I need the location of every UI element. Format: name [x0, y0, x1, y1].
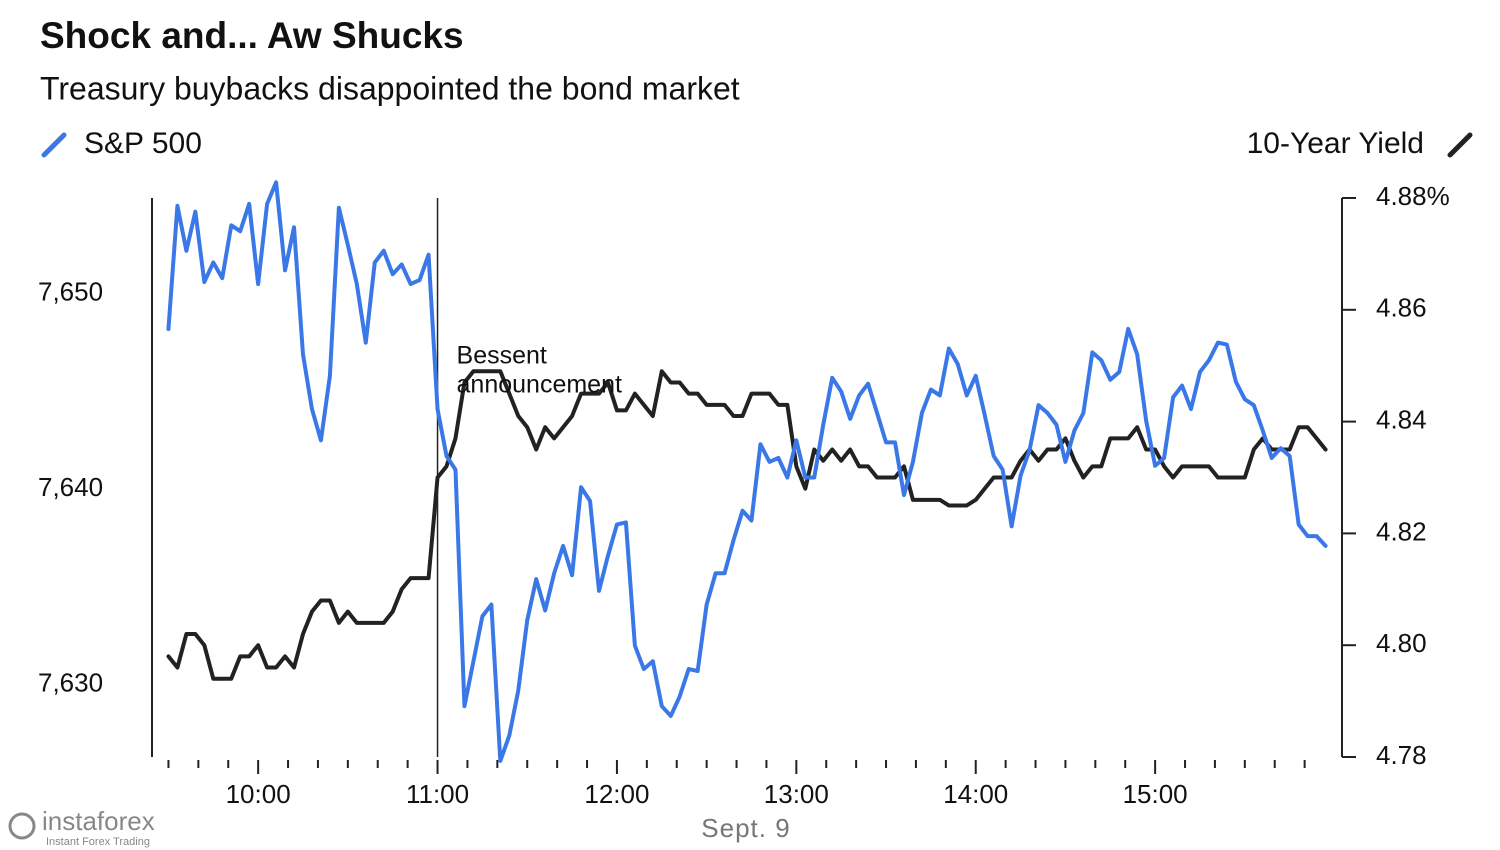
legend-label: 10-Year Yield [1247, 127, 1424, 160]
chart-subtitle: Treasury buybacks disappointed the bond … [40, 70, 740, 106]
y2-tick-label: 4.84 [1376, 404, 1427, 434]
watermark-tagline: Instant Forex Trading [46, 836, 150, 848]
x-tick-label: 15:00 [1123, 779, 1188, 809]
legend-swatch [41, 132, 67, 158]
legend-label: S&P 500 [84, 127, 202, 160]
y2-tick-label: 4.86 [1376, 293, 1427, 323]
x-tick-label: 10:00 [226, 779, 291, 809]
x-axis-label: Sept. 9 [701, 813, 790, 843]
x-tick-label: 11:00 [406, 779, 469, 809]
watermark-icon [8, 812, 36, 840]
x-tick-label: 12:00 [584, 779, 649, 809]
watermark-name: instaforex [42, 806, 155, 836]
watermark: instaforex Instant Forex Trading [0, 806, 180, 850]
y-tick-label: 7,630 [38, 668, 103, 698]
y2-tick-label: 4.80 [1376, 628, 1427, 658]
annotation-label: announcement [457, 371, 622, 399]
line-series [166, 180, 1328, 763]
annotation-label: Bessent [457, 342, 547, 370]
watermark-bg [0, 806, 180, 850]
x-tick-label: 14:00 [943, 779, 1008, 809]
y-tick-label: 7,650 [38, 277, 103, 307]
line-series [166, 369, 1328, 681]
y-tick-label: 7,640 [38, 472, 103, 502]
chart-title: Shock and... Aw Shucks [40, 15, 464, 56]
y2-tick-label: 4.78 [1376, 740, 1427, 770]
x-tick-label: 13:00 [764, 779, 829, 809]
y2-tick-label: 4.82 [1376, 516, 1427, 546]
legend-swatch [1447, 132, 1473, 158]
y2-tick-label: 4.88% [1376, 181, 1450, 211]
